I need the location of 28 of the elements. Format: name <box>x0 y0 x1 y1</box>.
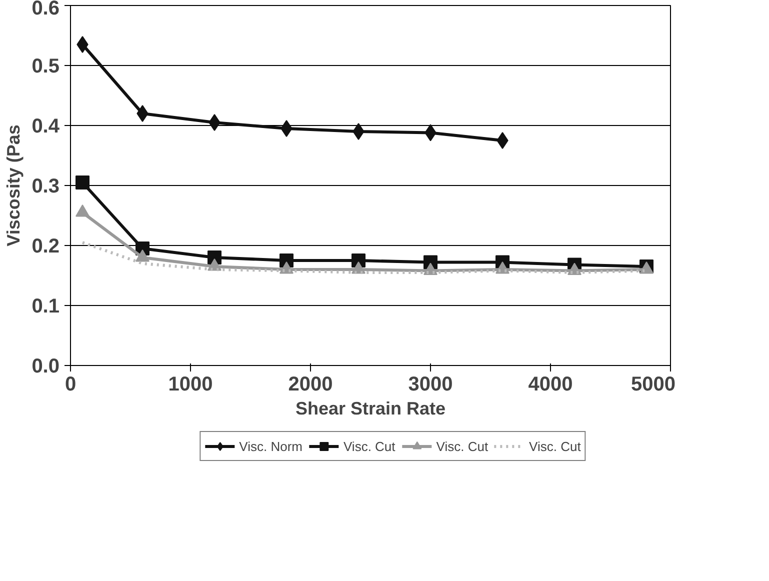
point <box>136 105 148 122</box>
y-tick-label: 0.1 <box>32 296 60 318</box>
x-tick-label: 2000 <box>288 374 333 396</box>
x-tick-label: 3000 <box>408 374 453 396</box>
legend-label: Visc. Cut <box>436 438 488 454</box>
y-tick-label: 0.5 <box>32 56 60 78</box>
x-tick-label: 1000 <box>168 374 213 396</box>
point <box>76 176 90 190</box>
y-tick-label: 0.4 <box>32 116 60 138</box>
point <box>76 36 88 53</box>
y-tick-label: 0.0 <box>32 356 60 378</box>
x-tick-label: 4000 <box>528 374 573 396</box>
point <box>352 123 364 140</box>
point <box>280 120 292 137</box>
y-axis-title: Viscosity (Pas <box>4 124 24 246</box>
legend-label: Visc. Cut <box>343 438 396 454</box>
y-tick-label: 0.2 <box>32 236 60 258</box>
y-tick-label: 0.6 <box>32 0 60 20</box>
point <box>208 114 220 131</box>
legend-label: Visc. Cut <box>529 438 581 454</box>
point <box>136 249 150 262</box>
point <box>76 204 90 217</box>
point <box>496 132 508 149</box>
y-tick-label: 0.3 <box>32 176 60 198</box>
x-tick-label: 5000 <box>631 374 676 396</box>
x-axis-title: Shear Strain Rate <box>295 398 446 418</box>
legend-label: Visc. Norm <box>239 438 302 454</box>
x-tick-label: 0 <box>64 374 76 396</box>
